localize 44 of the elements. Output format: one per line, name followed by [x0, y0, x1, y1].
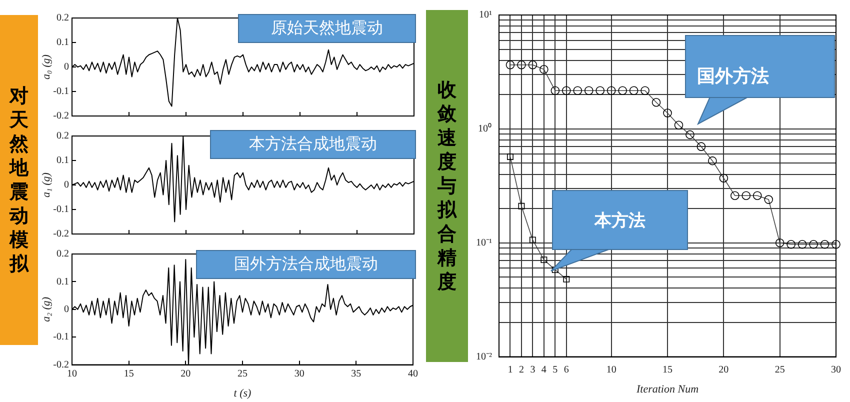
y-tick-label: 0.2	[56, 12, 69, 24]
x-tick-label: 6	[564, 364, 569, 376]
y-tick-label: 0	[64, 180, 69, 191]
x-tick-label: 1	[508, 364, 513, 376]
y-tick-label: -0.2	[53, 110, 69, 122]
x-tick-label: 2	[518, 364, 524, 376]
x-axis-title: Iteration Num	[635, 383, 699, 396]
text: 收敛速度与拟合精度	[438, 79, 456, 293]
y-tick-label: -0.1	[53, 204, 69, 216]
y-tick-label: 0.1	[56, 276, 69, 288]
x-tick-label: 25	[774, 364, 785, 376]
y-tick-label: -0.2	[53, 228, 69, 240]
y-tick-label: 10⁰	[478, 122, 492, 135]
y-tick-label: -0.2	[53, 359, 69, 370]
y-tick-label: 10¹	[479, 10, 492, 21]
x-tick-label: 10	[606, 364, 616, 376]
x-tick-label: 30	[294, 368, 304, 380]
x-axis-title: t (s)	[234, 387, 252, 400]
x-tick-label: 15	[124, 368, 134, 380]
x-tick-label: 4	[541, 364, 546, 376]
y-tick-label: 10⁻²	[476, 351, 492, 362]
y-tick-label: 0.1	[56, 155, 69, 166]
y-tick-label: 0.2	[56, 130, 69, 142]
y-tick-label: 0.2	[56, 248, 69, 260]
x-tick-label: 15	[662, 364, 672, 376]
y-axis-title: a₁ (g)	[40, 172, 52, 198]
text: 对天然地震动模拟	[9, 84, 29, 276]
y-axis-title: a₂ (g)	[40, 296, 52, 322]
y-axis-title: a₀ (g)	[40, 54, 52, 80]
y-tick-label: 0	[64, 62, 69, 73]
x-tick-label: 20	[180, 368, 191, 380]
y-tick-label: 10⁻¹	[476, 237, 492, 248]
x-tick-label: 5	[552, 364, 558, 376]
y-tick-label: 0	[64, 304, 69, 316]
y-tick-label: 0.1	[56, 37, 69, 48]
y-tick-label: -0.1	[53, 86, 69, 98]
x-tick-label: 40	[408, 368, 418, 380]
x-tick-label: 20	[718, 364, 729, 376]
x-tick-label: 35	[351, 368, 362, 380]
x-tick-label: 3	[530, 364, 536, 376]
x-tick-label: 10	[67, 368, 77, 380]
x-tick-label: 30	[831, 364, 841, 376]
y-tick-label: -0.1	[53, 332, 69, 343]
x-tick-label: 25	[238, 368, 248, 380]
